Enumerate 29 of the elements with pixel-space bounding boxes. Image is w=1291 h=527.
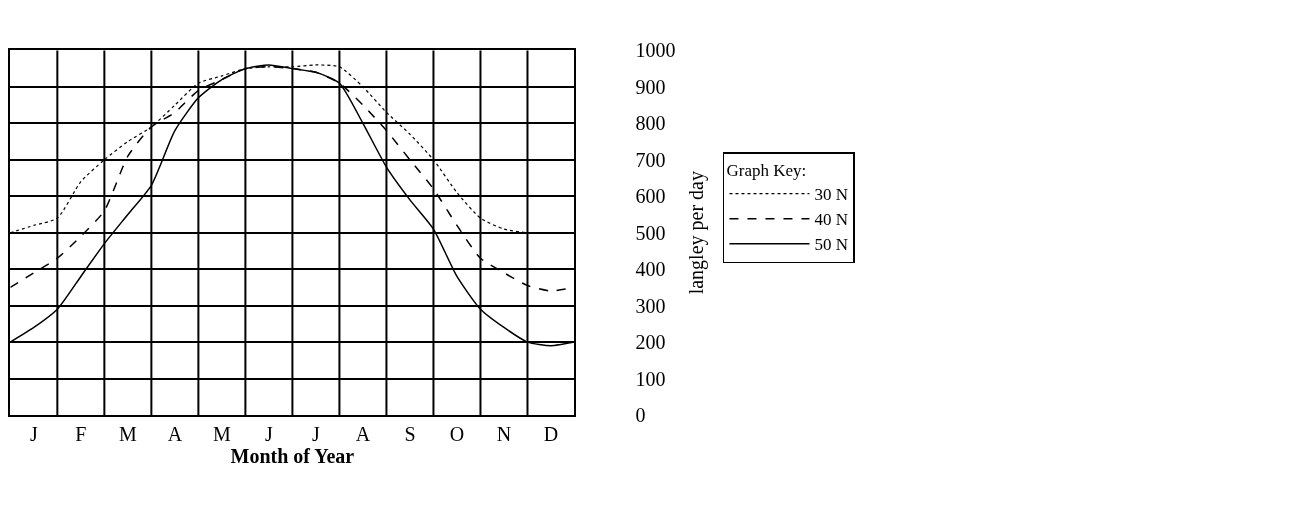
- y-tick-label: 800: [635, 112, 666, 135]
- x-tick-label: M: [118, 423, 137, 445]
- y-tick-label: 600: [635, 185, 666, 208]
- x-tick-label: M: [212, 423, 231, 445]
- x-tick-label: A: [167, 423, 183, 445]
- y-tick-label: 700: [635, 148, 666, 171]
- y-tick-label: 400: [635, 258, 666, 281]
- y-tick-label: 500: [635, 221, 666, 244]
- y-tick-label: 1000: [635, 39, 676, 62]
- x-tick-label: N: [496, 423, 512, 445]
- legend-label: 30 N: [814, 185, 848, 205]
- legend-title: Graph Key:: [726, 161, 807, 180]
- legend-label: 40 N: [814, 210, 848, 230]
- legend-label: 50 N: [814, 235, 848, 255]
- x-tick-label: D: [543, 423, 559, 445]
- x-tick-label: S: [404, 423, 416, 445]
- x-tick-label: F: [75, 423, 87, 445]
- x-tick-label: J: [265, 423, 274, 445]
- x-axis-title: Month of Year: [230, 445, 355, 467]
- x-tick-label: J: [29, 423, 38, 445]
- y-tick-label: 300: [635, 294, 666, 317]
- y-tick-label: 100: [635, 367, 666, 390]
- y-tick-label: 0: [635, 404, 646, 426]
- x-tick-label: A: [355, 423, 371, 445]
- y-axis-title: langley per day: [685, 171, 709, 295]
- y-tick-label: 900: [635, 75, 666, 98]
- x-tick-label: J: [312, 423, 321, 445]
- x-tick-label: O: [449, 423, 465, 445]
- y-tick-label: 200: [635, 331, 666, 354]
